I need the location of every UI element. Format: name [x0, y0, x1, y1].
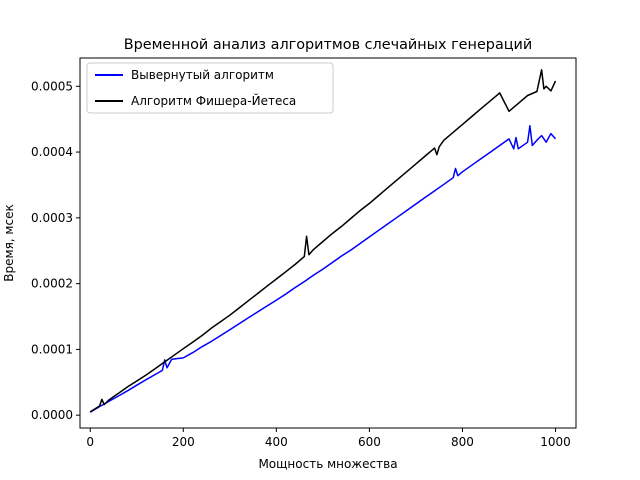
y-tick-label: 0.0000: [31, 408, 73, 422]
x-axis: 0 200 400 600 800 1000: [86, 428, 571, 449]
y-axis: 0.0000 0.0001 0.0002 0.0003 0.0004 0.0005: [31, 79, 80, 422]
plot-lines: [89, 69, 557, 413]
series-line-1: [89, 69, 557, 413]
x-tick-label: 600: [358, 435, 381, 449]
legend: Вывернутый алгоритм Алгоритм Фишера-Йете…: [86, 62, 334, 114]
x-tick-label: 1000: [540, 435, 571, 449]
legend-label-1: Алгоритм Фишера-Йетеса: [131, 93, 296, 108]
chart-title: Временной анализ алгоритмов слечайных ге…: [124, 37, 533, 53]
y-tick-label: 0.0004: [31, 145, 73, 159]
series-line-0: [89, 125, 557, 413]
legend-label-0: Вывернутый алгоритм: [131, 68, 274, 82]
legend-frame: [86, 62, 334, 114]
x-tick-label: 200: [172, 435, 195, 449]
x-tick-label: 0: [86, 435, 94, 449]
y-tick-label: 0.0001: [31, 342, 73, 356]
x-tick-label: 800: [451, 435, 474, 449]
y-tick-label: 0.0002: [31, 277, 73, 291]
y-axis-label: Время, мсек: [2, 204, 16, 281]
y-tick-label: 0.0003: [31, 211, 73, 225]
plot-area-frame: [79, 57, 577, 429]
x-tick-label: 400: [265, 435, 288, 449]
x-axis-label: Мощность множества: [258, 457, 397, 471]
y-tick-label: 0.0005: [31, 79, 73, 93]
